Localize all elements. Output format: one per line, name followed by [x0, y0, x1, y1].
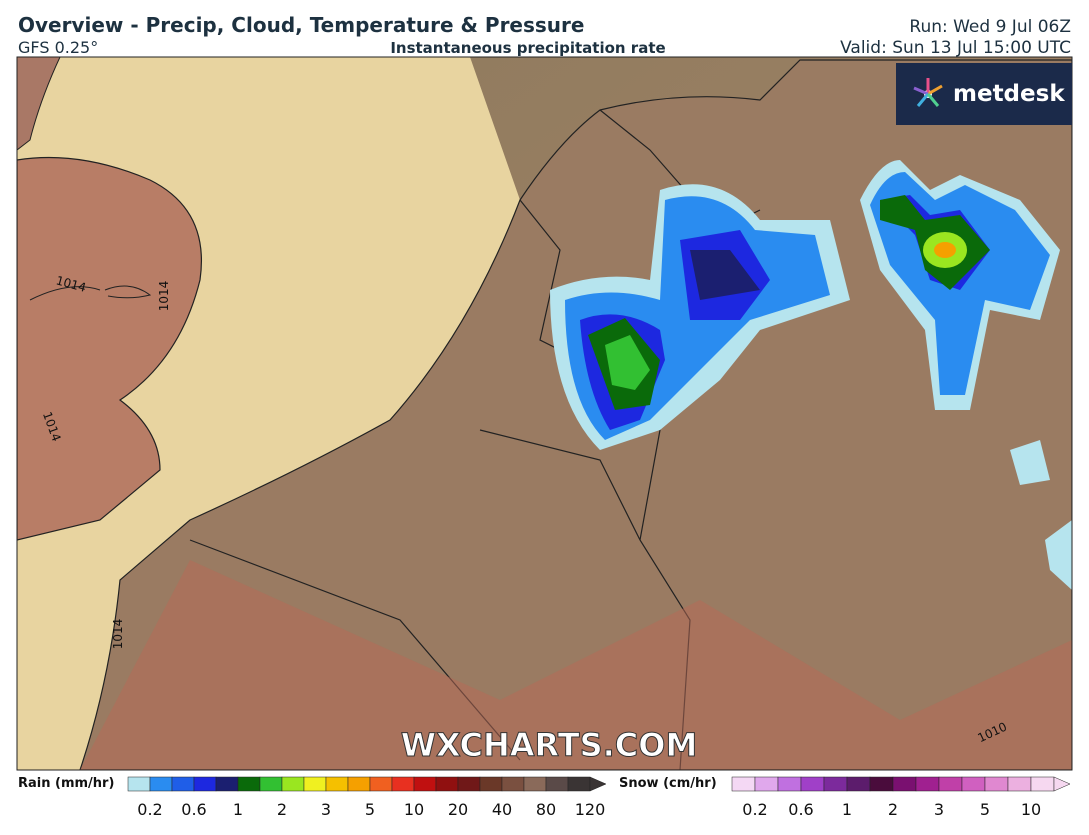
- legend-swatch: [984, 776, 1009, 792]
- legend-swatch: [915, 776, 940, 792]
- legend-tick-label: 2: [888, 800, 898, 819]
- legend-swatch: [754, 776, 779, 792]
- legend-swatch: [127, 776, 151, 792]
- legend-swatch: [545, 776, 569, 792]
- legend-swatch: [523, 776, 547, 792]
- isobar-label: 1014: [111, 619, 125, 650]
- legend-swatch: [215, 776, 239, 792]
- legend-swatch: [501, 776, 525, 792]
- legend-arrow: [589, 776, 607, 792]
- legend-tick-label: 5: [365, 800, 375, 819]
- legend-swatch: [413, 776, 437, 792]
- legend-tick-label: 1: [233, 800, 243, 819]
- legend-swatch: [435, 776, 459, 792]
- legend-swatch: [193, 776, 217, 792]
- legend-tick-label: 0.6: [181, 800, 206, 819]
- legend-swatch: [325, 776, 349, 792]
- legend-swatch: [869, 776, 894, 792]
- logo-icon: [913, 78, 943, 107]
- legend-swatch: [846, 776, 871, 792]
- isobar: [29, 285, 152, 301]
- legend-tick-label: 20: [448, 800, 468, 819]
- legend-tick-label: 0.2: [137, 800, 162, 819]
- legend-swatch: [171, 776, 195, 792]
- precip-edge: [1010, 440, 1072, 590]
- isobar-label: 1014: [157, 281, 171, 312]
- legend-tick-label: 40: [492, 800, 512, 819]
- valid-time: Valid: Sun 13 Jul 15:00 UTC: [840, 38, 1071, 58]
- legend-tick-label: 10: [404, 800, 424, 819]
- legend-tick-label: 0.6: [788, 800, 813, 819]
- model: GFS 0.25°: [18, 38, 98, 57]
- run-time: Run: Wed 9 Jul 06Z: [909, 17, 1071, 37]
- subtitle: Instantaneous precipitation rate: [390, 39, 665, 57]
- legend-tick-label: 5: [980, 800, 990, 819]
- legend-swatch: [347, 776, 371, 792]
- legend-swatch: [1007, 776, 1032, 792]
- legend-swatch: [938, 776, 963, 792]
- england: [17, 156, 202, 541]
- legend-tick-label: 3: [321, 800, 331, 819]
- legend-swatch: [369, 776, 393, 792]
- legend-tick-label: 120: [575, 800, 606, 819]
- legend-swatch: [567, 776, 591, 792]
- precip-2-0: [605, 335, 650, 390]
- borders: [189, 109, 761, 770]
- legend-tick-label: 1: [842, 800, 852, 819]
- legend-swatch: [892, 776, 917, 792]
- precip-1-0: [690, 250, 760, 300]
- legend-swatch: [479, 776, 503, 792]
- legend-swatch: [391, 776, 415, 792]
- england-north: [17, 57, 61, 151]
- title: Overview - Precip, Cloud, Temperature & …: [18, 13, 584, 37]
- legend-arrow: [1053, 776, 1071, 792]
- legend-tick-label: 0.2: [742, 800, 767, 819]
- legend-tick-label: 2: [277, 800, 287, 819]
- snow-legend-title: Snow (cm/hr): [619, 776, 717, 791]
- precip-5-0-east: [934, 242, 956, 258]
- legend-tick-label: 10: [1021, 800, 1041, 819]
- map: [17, 57, 1072, 770]
- legend-swatch: [777, 776, 802, 792]
- legend-swatch: [149, 776, 173, 792]
- legend-swatch: [259, 776, 283, 792]
- logo-text: metdesk: [953, 81, 1065, 107]
- watermark: WXCHARTS.COM: [401, 726, 698, 764]
- legend-tick-label: 80: [536, 800, 556, 819]
- legend-swatch: [1030, 776, 1055, 792]
- map-frame: [16, 56, 1073, 771]
- legend-swatch: [731, 776, 756, 792]
- legend-swatch: [961, 776, 986, 792]
- legend-swatch: [237, 776, 261, 792]
- legend-swatch: [457, 776, 481, 792]
- warm-zone: [80, 560, 1072, 770]
- rain-legend-title: Rain (mm/hr): [18, 776, 114, 791]
- legend-swatch: [800, 776, 825, 792]
- legend-swatch: [823, 776, 848, 792]
- legend-tick-label: 3: [934, 800, 944, 819]
- legend-swatch: [281, 776, 305, 792]
- legend-swatch: [303, 776, 327, 792]
